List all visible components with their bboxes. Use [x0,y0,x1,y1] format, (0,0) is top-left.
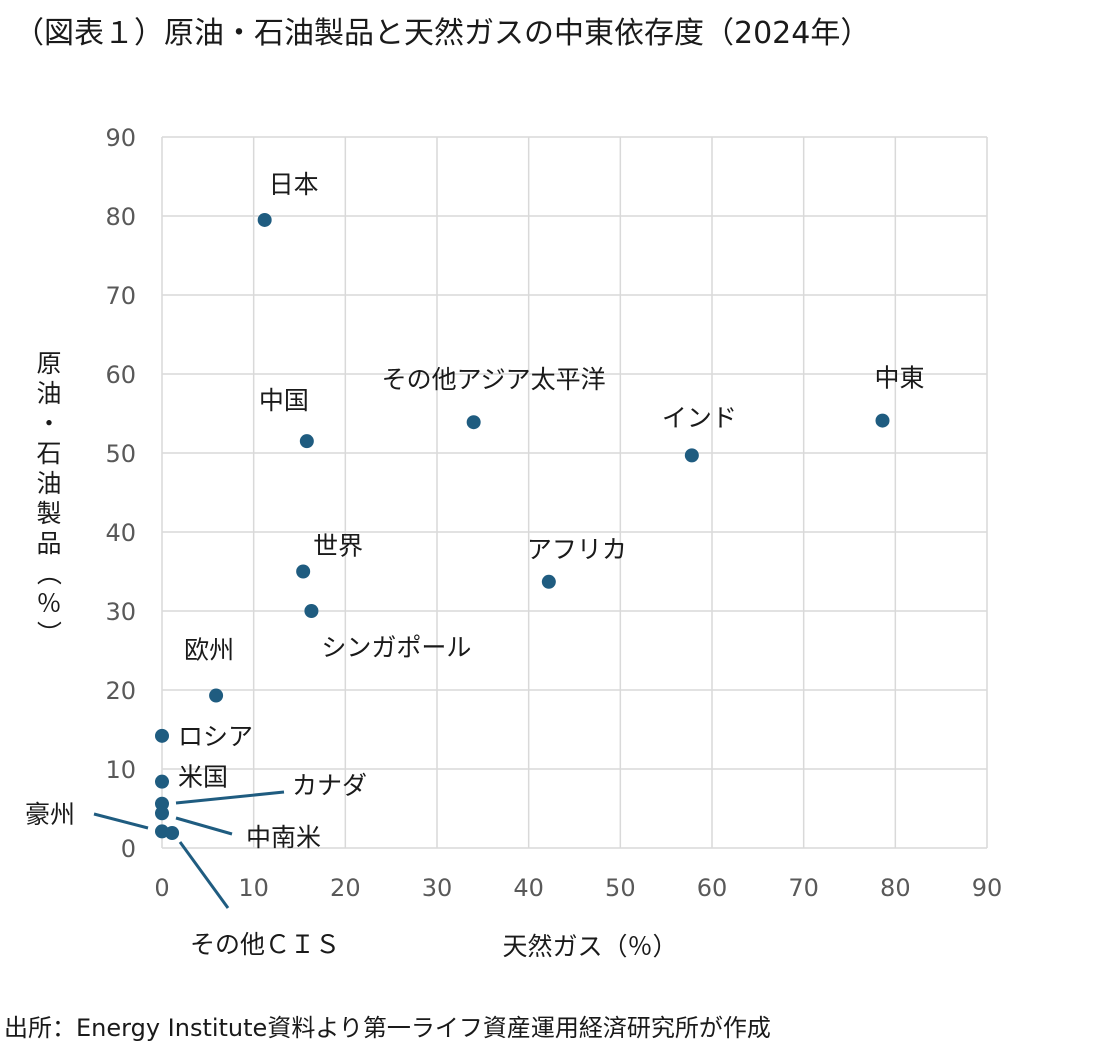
leader-line [178,841,230,909]
y-axis-label-char: ％ [36,589,61,618]
y-axis-label-char: 油 [36,469,61,498]
source-note: 出所：Energy Institute資料より第一ライフ資産運用経済研究所が作成 [4,1014,771,1042]
point-label: その他アジア太平洋 [382,365,606,394]
grid-lines [161,136,988,849]
data-point [304,604,319,618]
data-point [541,574,556,589]
y-tick-label: 20 [105,677,136,705]
x-tick-label: 80 [880,874,911,902]
x-tick-label: 0 [154,874,169,902]
y-tick-labels: 0 10 20 30 40 50 60 70 80 90 [105,124,136,863]
y-tick-label: 90 [105,124,136,152]
y-axis-label-char: ） [34,620,63,645]
x-tick-label: 30 [422,874,453,902]
x-tick-label: 20 [330,874,361,902]
x-axis-label: 天然ガス（％） [502,932,677,961]
leader-lines [93,790,285,909]
y-axis-label-char: （ [34,560,63,585]
leader-line [175,816,233,836]
y-tick-label: 80 [105,203,136,231]
y-axis-label-char: 品 [36,529,61,558]
point-label: カナダ [292,771,367,800]
y-axis-label-char: 製 [36,499,61,528]
data-point [257,212,272,227]
y-axis-label: 原油・石油製品（％） [34,349,63,646]
y-axis-label-char: 原 [36,349,61,378]
data-point [165,825,180,840]
data-point [296,564,311,579]
y-axis-label-char: ・ [36,409,61,438]
point-label: 米国 [178,763,228,792]
point-label: 世界 [313,532,363,561]
y-axis-label-char: 油 [36,379,61,408]
x-tick-label: 70 [788,874,819,902]
point-label: アフリカ [527,535,627,564]
point-label: 中東 [875,364,925,393]
data-point [684,448,699,463]
point-label: 日本 [269,170,319,199]
y-tick-label: 60 [105,361,136,389]
point-label: シンガポール [321,633,471,662]
data-point [466,415,481,430]
data-points [155,212,890,840]
point-label: 豪州 [25,800,75,829]
x-tick-label: 10 [238,874,269,902]
x-tick-label: 60 [697,874,728,902]
y-tick-label: 10 [105,756,136,784]
y-tick-label: 70 [105,282,136,310]
leader-line [175,790,285,805]
data-point [155,774,169,789]
x-tick-label: 40 [513,874,544,902]
data-point [299,434,314,449]
x-tick-label: 90 [972,874,1003,902]
y-tick-label: 40 [105,519,136,547]
data-point [875,413,890,428]
point-label: その他ＣＩＳ [190,930,340,959]
point-label: 欧州 [184,636,234,665]
leader-line [93,812,149,830]
point-label: ロシア [178,722,253,751]
y-tick-label: 30 [105,598,136,626]
chart-title: （図表１）原油・石油製品と天然ガスの中東依存度（2024年） [14,16,871,51]
y-tick-label: 50 [105,440,136,468]
y-tick-label: 0 [121,835,136,863]
point-label: 中国 [259,386,309,415]
data-point [155,728,169,743]
x-tick-labels: 0 10 20 30 40 50 60 70 80 90 [154,874,1002,902]
point-label: インド [662,403,737,432]
point-label: 中南米 [246,823,321,852]
data-point [155,806,169,821]
y-axis-label-char: 石 [36,439,61,468]
data-point [209,688,224,703]
x-tick-label: 50 [605,874,636,902]
